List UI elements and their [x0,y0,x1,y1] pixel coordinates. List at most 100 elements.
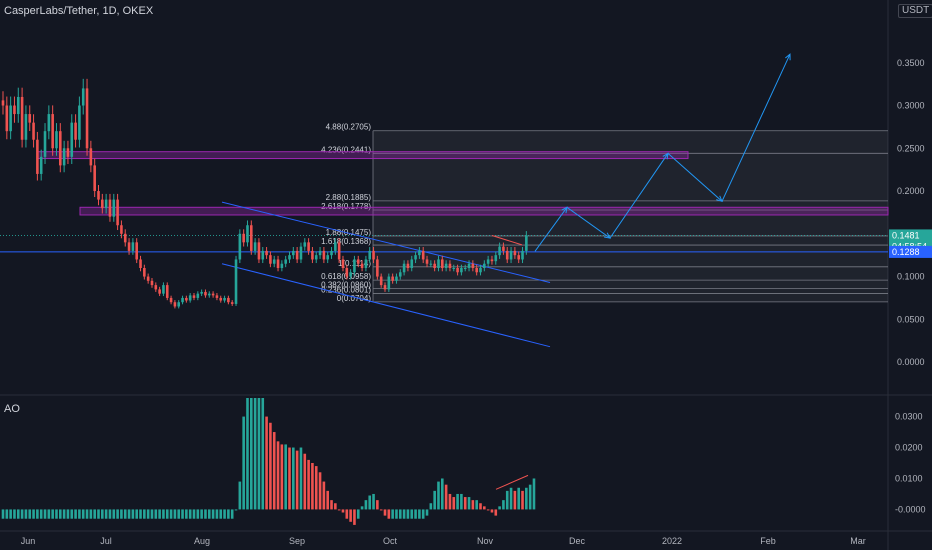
candle-body [253,242,257,251]
candle-body [292,250,295,256]
time-tick-label: Jul [100,536,112,546]
candle-body [303,242,307,247]
ao-bar [185,509,188,519]
ao-bar [196,509,200,519]
candle-body [169,297,173,303]
price-tick-label: 0.0500 [897,314,925,324]
candle-body [207,293,211,296]
ao-bar [135,509,138,519]
candle-body [326,255,329,260]
ao-bar [517,487,520,510]
candle-body [314,255,318,260]
candle-body [505,250,509,260]
ao-bar [39,509,43,519]
candle-body [123,233,127,243]
ao-bar [36,509,39,519]
ao-bar [188,509,192,519]
fib-level-label: 1.88(0.1475) [326,228,372,237]
candle-body [421,250,425,260]
ao-bar [521,490,524,510]
ao-bar [169,509,173,519]
ao-bar [433,490,436,510]
candle-body [452,268,456,269]
candle-body [460,268,463,273]
ao-bar [162,509,165,519]
ao-bar [51,509,54,519]
candle-body [1,100,5,106]
candle-body [185,297,188,301]
candle-body [429,263,433,265]
ao-bar [242,416,245,510]
candle-body [13,105,16,115]
candle-body [70,122,74,157]
ao-bar [223,509,226,519]
candle-body [36,139,39,174]
ao-bar [62,509,66,519]
ao-bar [127,509,131,519]
ao-bar [330,500,333,510]
candle-body [261,250,265,260]
candle-body [55,131,58,149]
ao-bar [250,398,253,510]
candle-body [192,295,196,298]
ao-bar [108,509,112,519]
candle-body [227,297,230,303]
candle-body [234,259,238,304]
candle-body [135,242,138,260]
candle-body [383,285,387,290]
ao-bar [490,509,494,513]
ao-bar [387,509,391,519]
candle-body [349,272,352,277]
price-axis-label-bg [889,245,932,258]
ao-bar [483,506,486,510]
ao-bar [89,509,93,519]
ao-bar [78,509,81,519]
ao-bar [101,509,104,519]
candle-body [143,268,146,277]
ao-bar [200,509,203,519]
ao-bar [269,422,272,510]
fib-extension-box [373,130,888,302]
candle-body [265,250,268,256]
candle-body [230,302,234,304]
time-tick-label: Nov [477,536,494,546]
candle-body [307,242,310,251]
ao-tick-label: 0.0300 [895,412,923,422]
ao-bar [376,500,379,510]
ao-bar [314,466,318,510]
ao-bar [368,495,372,510]
candle-body [16,96,20,115]
candle-body [177,302,181,307]
candle-body [475,268,478,273]
candle-body [318,250,322,256]
ao-bar [276,441,280,510]
ao-bar [112,509,116,519]
channel-upper-line [221,201,551,284]
ao-bar [410,509,414,519]
candle-body [81,88,85,106]
ao-bar [471,500,475,510]
ao-bar [265,416,268,510]
projection-arrowhead [561,206,568,214]
candle-body [517,255,520,260]
ao-bar [74,509,77,519]
ao-bar [146,509,150,519]
ao-bar [356,509,360,519]
candle-body [28,114,32,123]
candle-body [387,276,391,290]
candle-body [238,233,242,260]
ao-bar [59,509,62,519]
candle-body [486,259,490,264]
candle-body [494,255,498,262]
currency-button[interactable]: USDT [898,4,932,18]
candle-body [437,259,440,268]
ao-bar [437,481,440,510]
projection-arrowhead [785,53,791,61]
time-tick-label: Sep [289,536,305,546]
ao-tick-label: 0.0200 [895,443,923,453]
ao-bar [16,509,20,519]
ao-bar [341,509,345,513]
ao-bar [318,472,322,510]
ao-bar [154,509,158,519]
